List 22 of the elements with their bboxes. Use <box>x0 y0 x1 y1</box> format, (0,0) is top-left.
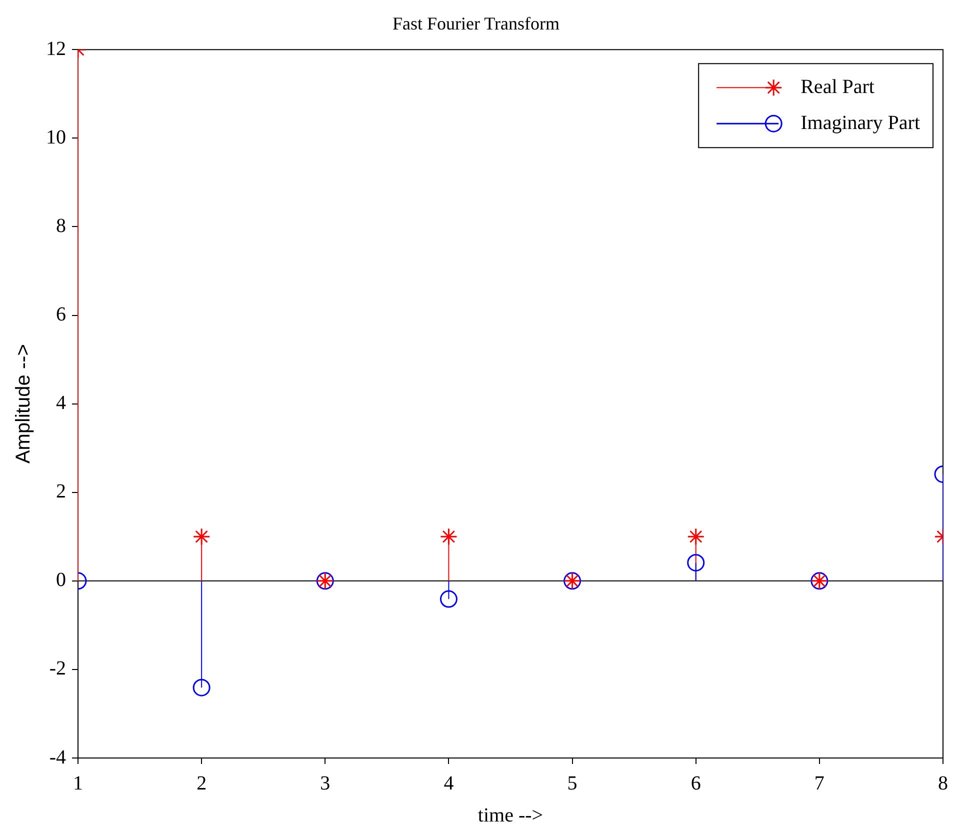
y-tick-label: 4 <box>56 392 66 414</box>
x-tick-label: 2 <box>196 772 207 794</box>
y-tick-label: 10 <box>46 126 66 148</box>
y-tick-label: 2 <box>56 480 66 503</box>
y-tick-label: 0 <box>56 569 66 592</box>
x-tick-label: 6 <box>690 772 701 794</box>
y-axis-title: Amplitude --> <box>12 344 35 464</box>
y-tick-label: -4 <box>49 746 66 768</box>
chart-title: Fast Fourier Transform <box>392 14 560 34</box>
legend-label: Imaginary Part <box>800 112 920 134</box>
x-tick-label: 1 <box>73 772 83 794</box>
x-tick-label: 5 <box>567 772 578 794</box>
y-tick-label: 8 <box>56 214 66 237</box>
y-tick-label: 6 <box>56 304 66 326</box>
x-tick-label: 4 <box>444 772 454 794</box>
y-tick-label: -2 <box>49 658 66 680</box>
y-tick-label: 12 <box>46 38 66 60</box>
x-axis-title: time --> <box>478 804 544 826</box>
x-tick-label: 8 <box>938 772 948 794</box>
x-tick-label: 3 <box>320 772 330 794</box>
x-tick-label: 7 <box>814 772 824 794</box>
legend-label: Real Part <box>800 76 875 98</box>
